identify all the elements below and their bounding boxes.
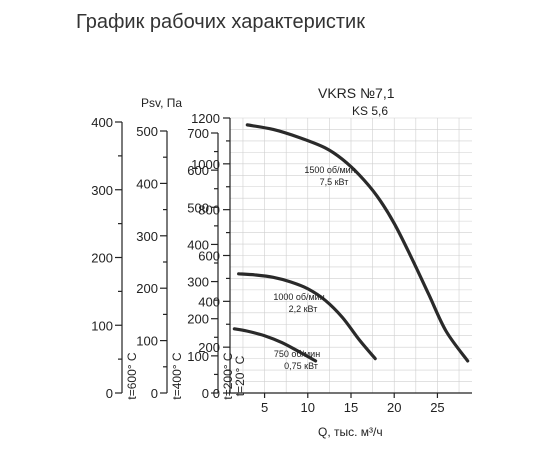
series-power-label: 2,2 кВт [289, 304, 318, 314]
temp-axis-tick-label: 100 [187, 349, 209, 364]
y-tick-label: 600 [198, 249, 220, 264]
model-sublabel: KS 5,6 [352, 104, 388, 118]
y-axis-label: Psv, Па [141, 96, 182, 110]
series-line-3 [232, 327, 318, 363]
temp-axis-tick-label: 100 [136, 334, 158, 349]
temp-axis-tick-label: 0 [151, 386, 158, 401]
y-tick-label: 1000 [191, 157, 220, 172]
y-tick-label: 1200 [191, 111, 220, 126]
temp-axis-tick-label: 100 [91, 318, 113, 333]
series-name-label: 1000 об/мин [273, 292, 324, 302]
y-tick-label: 400 [198, 294, 220, 309]
x-tick-label: 10 [301, 400, 315, 415]
temp-axis-tick-label: 0 [202, 386, 209, 401]
series-name-label: 1500 об/мин [304, 165, 355, 175]
series-power-label: 0,75 кВт [284, 361, 318, 371]
main-plot-area: 0 200 400 600 800 1000 1200 5 10 15 20 25 1500 об/ми… [191, 111, 472, 415]
temp-axis-label: t=600° C [125, 352, 139, 399]
x-tick-label: 20 [387, 400, 401, 415]
temp-axis-label: t=200° C [221, 352, 235, 399]
temp-axis-tick-label: 600 [187, 163, 209, 178]
series-line-1 [245, 123, 470, 363]
x-tick-label: 15 [344, 400, 358, 415]
temp-axis-tick-label: 400 [91, 115, 113, 130]
temp-axis-label: t=400° C [170, 352, 184, 399]
series-line-2 [237, 272, 377, 361]
x-tick-label: 25 [430, 400, 444, 415]
page-title: График рабочих характеристик [76, 11, 365, 33]
temp-axis-tick-label: 400 [187, 237, 209, 252]
temp-axis-tick-label: 300 [136, 229, 158, 244]
temp-axis-tick-label: 0 [106, 386, 113, 401]
y-tick-label: 200 [198, 340, 220, 355]
temp-axis-tick-label: 200 [187, 312, 209, 327]
model-label: VKRS №7,1 [318, 85, 395, 101]
temp-axis-tick-label: 300 [187, 275, 209, 290]
x-tick-label: 5 [261, 400, 268, 415]
series-power-label: 7,5 кВт [320, 177, 349, 187]
series-name-label: 750 об/мин [274, 349, 320, 359]
temp-axis-tick-label: 500 [136, 124, 158, 139]
y-tick-label: 800 [198, 203, 220, 218]
x-axis-label: Q, тыс. м³/ч [318, 425, 383, 439]
temp-axis-tick-label: 200 [136, 281, 158, 296]
temp-axis-label: t=20° C [233, 355, 247, 396]
temp-axis-tick-label: 500 [187, 200, 209, 215]
temp-axis-tick-label: 200 [91, 251, 113, 266]
temp-axis-tick-label: 400 [136, 176, 158, 191]
temp-axis-tick-label: 700 [187, 126, 209, 141]
temp-axis-tick-label: 300 [91, 183, 113, 198]
